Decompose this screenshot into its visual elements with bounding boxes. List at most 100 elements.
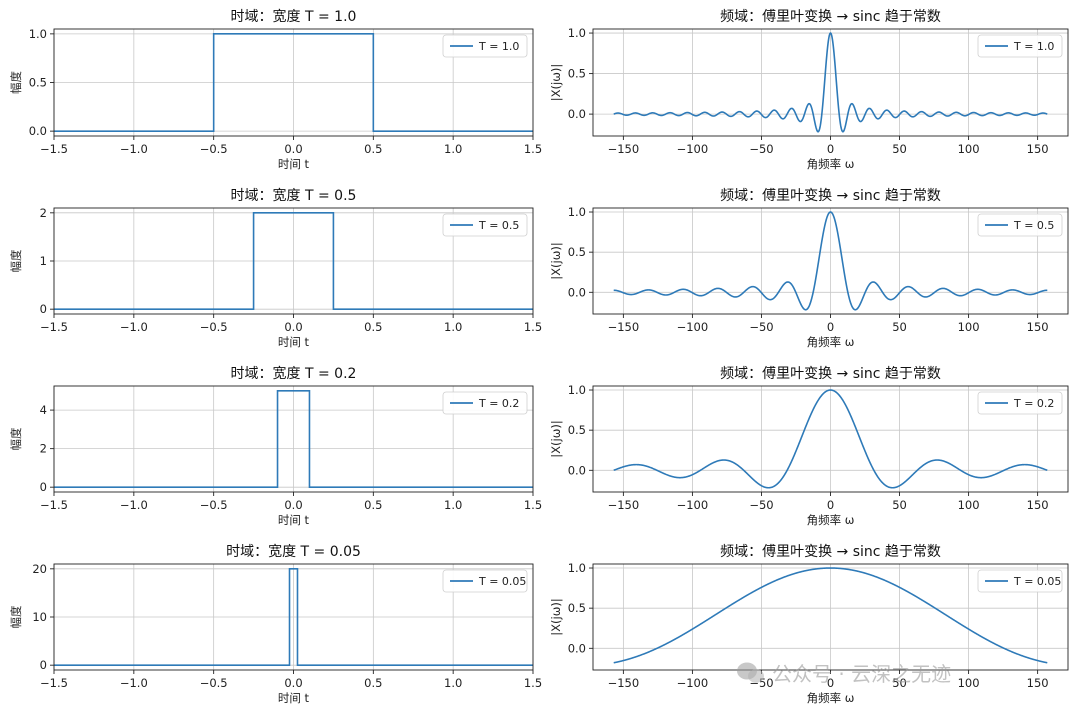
chart-title: 频域：傅里叶变换 → sinc 趋于常数 bbox=[720, 543, 941, 560]
series-line bbox=[54, 33, 533, 132]
x-tick-label: 0 bbox=[827, 142, 834, 156]
x-tick-label: 50 bbox=[892, 498, 907, 512]
x-tick-label: 1.0 bbox=[444, 142, 462, 156]
x-tick-label: 0 bbox=[827, 498, 834, 512]
x-tick-label: 50 bbox=[892, 320, 907, 334]
chart-panel-6: −150 −100 −50 0 50 100 150 0.0 0.5 1.0 频域：傅里叶变换 → … bbox=[549, 365, 1069, 527]
chart-title: 时域：宽度 T = 0.2 bbox=[231, 365, 357, 382]
y-tick-label: 10 bbox=[32, 610, 47, 624]
x-tick-label: 0.5 bbox=[364, 676, 382, 690]
x-tick-label: −0.5 bbox=[200, 320, 228, 334]
legend-box bbox=[977, 391, 1063, 415]
legend-label: T = 0.5 bbox=[1013, 219, 1054, 232]
x-tick-label: −50 bbox=[749, 320, 773, 334]
y-tick-label: 0.5 bbox=[568, 67, 586, 81]
series-line bbox=[54, 568, 533, 666]
series-line bbox=[613, 389, 1048, 489]
x-tick-label: −1.5 bbox=[40, 498, 68, 512]
y-tick-label: 0 bbox=[40, 480, 47, 494]
legend-box bbox=[442, 391, 528, 415]
series-line bbox=[613, 32, 1048, 133]
y-axis-label: |X(jω)| bbox=[549, 420, 563, 457]
x-tick-label: −150 bbox=[608, 320, 640, 334]
y-axis-label: |X(jω)| bbox=[549, 242, 563, 279]
x-tick-label: −1.5 bbox=[40, 320, 68, 334]
x-tick-label: 1.0 bbox=[444, 498, 462, 512]
x-tick-label: −100 bbox=[677, 142, 709, 156]
y-tick-label: 0.0 bbox=[568, 641, 586, 655]
x-tick-label: 0.0 bbox=[284, 142, 302, 156]
x-axis-label: 角频率 ω bbox=[807, 335, 855, 349]
x-tick-label: −1.5 bbox=[40, 142, 68, 156]
y-tick-label: 0.5 bbox=[568, 245, 586, 259]
x-tick-label: 1.5 bbox=[524, 142, 542, 156]
y-tick-label: 0.5 bbox=[568, 423, 586, 437]
legend-label: T = 0.05 bbox=[478, 575, 526, 588]
legend-box bbox=[442, 34, 528, 58]
chart-panel-4: −150 −100 −50 0 50 100 150 0.0 0.5 1.0 频域：傅里叶变换 → … bbox=[549, 187, 1069, 349]
y-tick-label: 1 bbox=[40, 254, 47, 268]
y-tick-label: 0.5 bbox=[29, 76, 47, 90]
x-tick-label: 100 bbox=[958, 142, 980, 156]
legend-box bbox=[977, 34, 1063, 58]
y-axis-label: 幅度 bbox=[9, 71, 23, 94]
x-tick-label: −50 bbox=[749, 498, 773, 512]
x-tick-label: −100 bbox=[677, 320, 709, 334]
x-tick-label: 1.0 bbox=[444, 676, 462, 690]
y-tick-label: 0 bbox=[40, 302, 47, 316]
watermark-text: 公众号 · 云深之无迹 bbox=[772, 662, 952, 686]
chart-title: 频域：傅里叶变换 → sinc 趋于常数 bbox=[720, 8, 941, 25]
legend-box bbox=[442, 569, 528, 593]
x-tick-label: 0.5 bbox=[364, 498, 382, 512]
legend-label: T = 1.0 bbox=[478, 40, 519, 53]
x-axis-label: 时间 t bbox=[278, 157, 310, 171]
x-tick-label: −1.0 bbox=[120, 320, 148, 334]
x-tick-label: −1.0 bbox=[120, 676, 148, 690]
y-axis-label: |X(jω)| bbox=[549, 598, 563, 635]
x-tick-label: 0 bbox=[827, 676, 834, 690]
x-axis-label: 角频率 ω bbox=[807, 691, 855, 705]
x-tick-label: 0.5 bbox=[364, 142, 382, 156]
series-line bbox=[54, 390, 533, 488]
x-tick-label: 150 bbox=[1027, 676, 1049, 690]
x-tick-label: 100 bbox=[958, 498, 980, 512]
legend-label: T = 1.0 bbox=[1013, 40, 1054, 53]
y-tick-label: 2 bbox=[40, 206, 47, 220]
x-tick-label: 150 bbox=[1027, 142, 1049, 156]
legend-box bbox=[442, 213, 528, 237]
chart-panel-2: −150 −100 −50 0 50 100 150 0.0 0.5 1.0 频域：傅里叶变换 → … bbox=[549, 8, 1069, 171]
x-tick-label: 0.0 bbox=[284, 676, 302, 690]
x-axis-label: 角频率 ω bbox=[807, 513, 855, 527]
y-tick-label: 0.0 bbox=[568, 107, 586, 121]
x-tick-label: −150 bbox=[608, 676, 640, 690]
x-tick-label: 0 bbox=[827, 320, 834, 334]
x-tick-label: −1.5 bbox=[40, 676, 68, 690]
x-tick-label: −0.5 bbox=[200, 676, 228, 690]
x-tick-label: −50 bbox=[749, 142, 773, 156]
y-tick-label: 0.0 bbox=[568, 463, 586, 477]
y-tick-label: 1.0 bbox=[568, 383, 586, 397]
y-tick-label: 1.0 bbox=[568, 205, 586, 219]
x-tick-label: −100 bbox=[677, 676, 709, 690]
y-axis-label: |X(jω)| bbox=[549, 64, 563, 101]
x-tick-label: −150 bbox=[608, 142, 640, 156]
legend-box bbox=[977, 213, 1063, 237]
legend-label: T = 0.2 bbox=[1013, 397, 1054, 410]
x-axis-label: 时间 t bbox=[278, 335, 310, 349]
chart-title: 时域：宽度 T = 0.5 bbox=[231, 187, 357, 204]
y-tick-label: 0.5 bbox=[568, 601, 586, 615]
x-tick-label: 100 bbox=[958, 676, 980, 690]
x-tick-label: 0.0 bbox=[284, 498, 302, 512]
y-tick-label: 0.0 bbox=[568, 285, 586, 299]
series-line bbox=[613, 567, 1048, 664]
x-axis-label: 时间 t bbox=[278, 513, 310, 527]
x-tick-label: 1.5 bbox=[524, 676, 542, 690]
x-tick-label: 50 bbox=[892, 142, 907, 156]
y-tick-label: 20 bbox=[32, 562, 47, 576]
x-tick-label: 50 bbox=[892, 676, 907, 690]
x-axis-label: 时间 t bbox=[278, 691, 310, 705]
legend-box bbox=[977, 569, 1063, 593]
wechat-icon bbox=[737, 662, 764, 683]
chart-panel-5: −1.5 −1.0 −0.5 0.0 0.5 1.0 1.5 0 2 4 时域：宽度 T = 0.2… bbox=[9, 365, 542, 527]
